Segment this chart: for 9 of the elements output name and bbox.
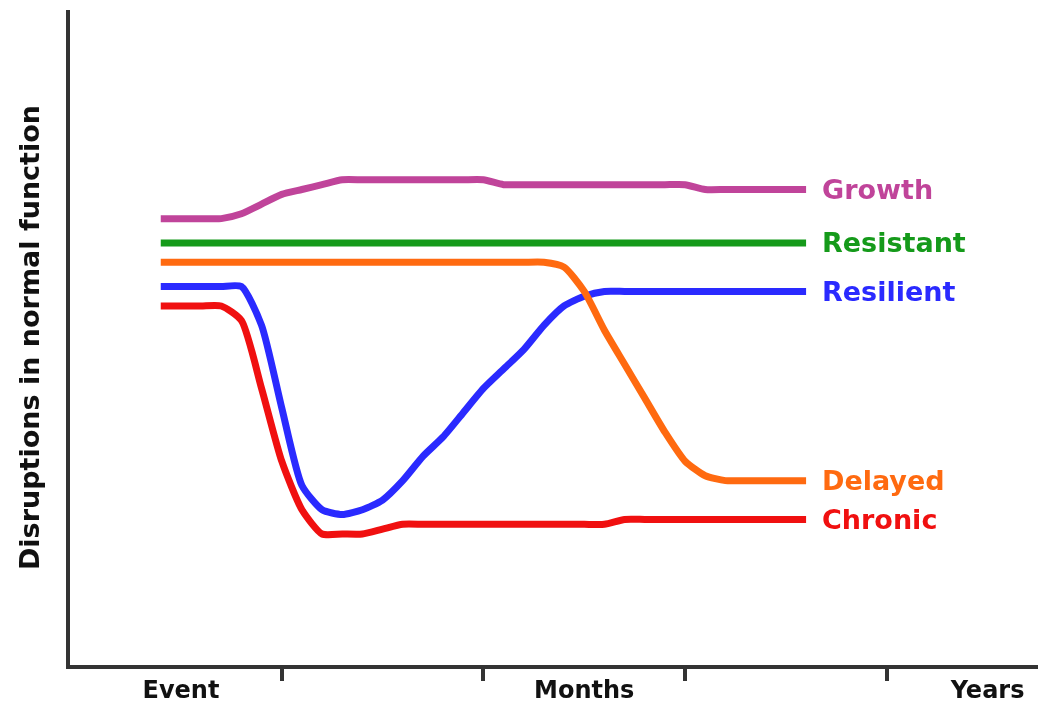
- y-axis-title: Disruptions in normal function: [13, 104, 45, 571]
- x-tick-label: Event: [142, 675, 220, 704]
- series-label: Chronic: [822, 504, 938, 535]
- series-label: Resistant: [822, 227, 966, 258]
- x-tick-label: Years: [949, 675, 1025, 704]
- x-tick-label: Months: [534, 675, 635, 704]
- series-label: Delayed: [822, 465, 945, 496]
- series-label: Growth: [822, 174, 934, 205]
- series-label: Resilient: [822, 276, 956, 307]
